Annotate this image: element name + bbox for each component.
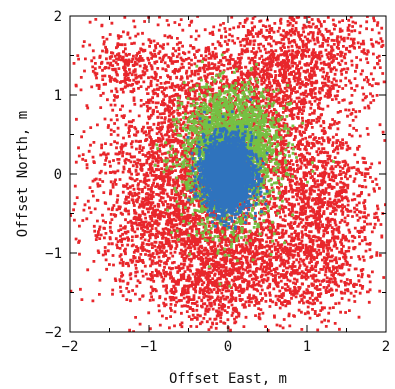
series-2-marks bbox=[186, 98, 269, 230]
x-tick-label: 2 bbox=[382, 339, 390, 355]
x-tick-label: −1 bbox=[141, 339, 158, 355]
x-tick-labels: −2 −1 0 1 2 bbox=[62, 339, 391, 355]
plot-marks bbox=[70, 16, 386, 332]
x-axis-label: Offset East, m bbox=[169, 371, 287, 387]
x-tick-label: −2 bbox=[62, 339, 79, 355]
y-tick-label: −1 bbox=[45, 246, 62, 262]
series-2-points bbox=[186, 98, 269, 230]
series-0-points bbox=[70, 16, 386, 332]
y-tick-label: 1 bbox=[54, 88, 62, 104]
series-0-marks bbox=[70, 16, 386, 332]
y-tick-label: −2 bbox=[45, 325, 62, 341]
x-tick-label: 0 bbox=[224, 339, 232, 355]
x-tick-label: 1 bbox=[303, 339, 311, 355]
axis-ticks bbox=[69, 15, 387, 333]
y-tick-label: 2 bbox=[54, 9, 62, 25]
y-tick-labels: 2 1 0 −1 −2 bbox=[45, 9, 62, 341]
y-axis-label: Offset North, m bbox=[15, 111, 31, 237]
y-tick-label: 0 bbox=[54, 167, 62, 183]
